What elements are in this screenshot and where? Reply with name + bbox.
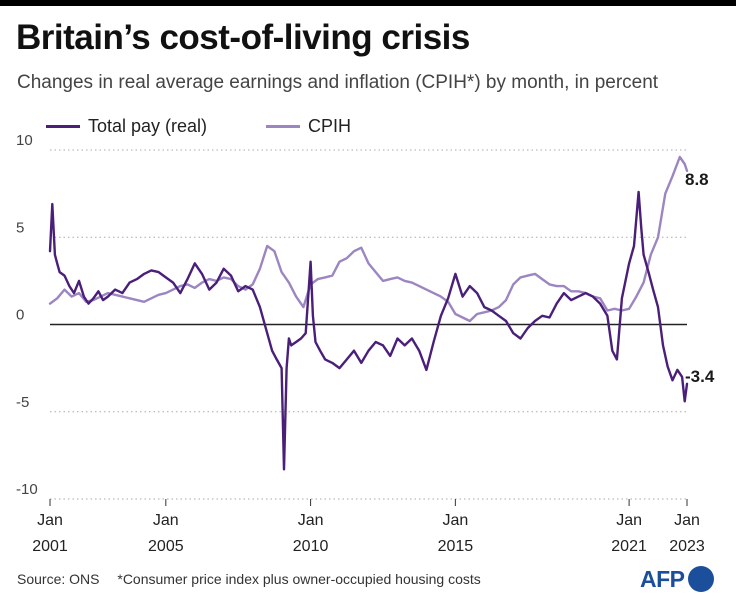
x-tick-label: Jan bbox=[37, 512, 63, 529]
y-tick-label: -10 bbox=[16, 481, 38, 498]
x-tick-label: 2021 bbox=[611, 538, 647, 555]
legend-label-cpih: CPIH bbox=[308, 115, 352, 136]
legend-item-total-pay: Total pay (real) bbox=[46, 114, 207, 138]
afp-logo: AFP bbox=[640, 564, 714, 594]
end-value-label: -3.4 bbox=[685, 367, 715, 386]
y-tick-label: -5 bbox=[16, 394, 29, 411]
x-tick-label: 2023 bbox=[669, 538, 705, 555]
legend-swatch-cpih bbox=[266, 124, 300, 128]
footer: Source: ONS *Consumer price index plus o… bbox=[17, 571, 481, 587]
x-tick-label: 2001 bbox=[32, 538, 68, 555]
x-tick-label: Jan bbox=[442, 512, 468, 529]
end-value-label: 8.8 bbox=[685, 170, 709, 189]
cpih-footnote: *Consumer price index plus owner-occupie… bbox=[117, 571, 481, 587]
x-tick-label: 2015 bbox=[438, 538, 474, 555]
legend-swatch-total-pay bbox=[46, 124, 80, 128]
x-tick-label: Jan bbox=[298, 512, 324, 529]
x-tick-label: 2005 bbox=[148, 538, 184, 555]
y-tick-label: 10 bbox=[16, 132, 33, 149]
legend-item-cpih: CPIH bbox=[266, 114, 351, 138]
source-note: Source: ONS bbox=[17, 571, 100, 587]
x-tick-label: Jan bbox=[674, 512, 700, 529]
y-tick-label: 5 bbox=[16, 219, 24, 236]
x-tick-label: Jan bbox=[153, 512, 179, 529]
afp-logo-text: AFP bbox=[640, 565, 685, 592]
series-line-total-pay bbox=[48, 190, 689, 471]
x-tick-label: 2010 bbox=[293, 538, 329, 555]
chart-title: Britain’s cost-of-living crisis bbox=[16, 18, 470, 57]
chart-subtitle: Changes in real average earnings and inf… bbox=[17, 72, 659, 93]
x-tick-label: Jan bbox=[616, 512, 642, 529]
afp-logo-dot-icon bbox=[687, 566, 714, 592]
y-tick-label: 0 bbox=[16, 307, 24, 324]
top-rule bbox=[0, 0, 736, 6]
legend-label-total-pay: Total pay (real) bbox=[88, 115, 208, 136]
